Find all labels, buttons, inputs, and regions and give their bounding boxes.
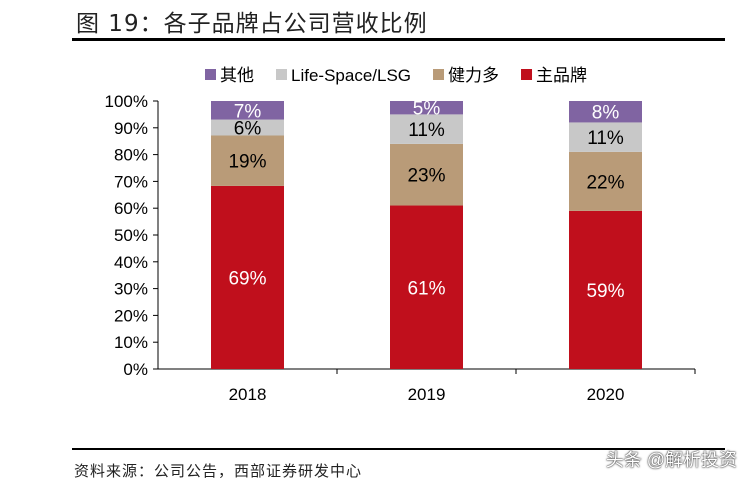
y-tick-label: 80% — [114, 146, 148, 165]
title-rule — [72, 38, 725, 41]
y-tick-label: 20% — [114, 306, 148, 325]
bar-segment — [211, 185, 284, 369]
y-tick-label: 40% — [114, 253, 148, 272]
bar-segment — [569, 210, 642, 369]
y-tick-label: 90% — [114, 119, 148, 138]
bar-segment — [390, 143, 463, 206]
bar-segment — [211, 119, 284, 136]
legend-label: 其他 — [220, 66, 254, 86]
y-tick-label: 70% — [114, 172, 148, 191]
data-label: 23% — [407, 166, 445, 187]
bar-segment — [390, 205, 463, 369]
figure-title: 图 19：各子品牌占公司营收比例 — [76, 11, 428, 37]
bar-segment — [569, 151, 642, 211]
y-tick-label: 50% — [114, 226, 148, 245]
data-label: 19% — [228, 152, 266, 173]
x-tick-label: 2018 — [229, 385, 267, 404]
bar-segment — [390, 101, 463, 115]
bar-segment — [211, 135, 284, 186]
data-label: 69% — [228, 268, 266, 289]
y-tick-label: 100% — [105, 92, 148, 111]
data-label: 7% — [234, 101, 262, 122]
x-tick-label: 2020 — [587, 385, 625, 404]
x-tick-label: 2019 — [408, 385, 446, 404]
data-label: 8% — [592, 103, 620, 124]
legend-swatch — [433, 69, 445, 80]
y-tick-label: 0% — [123, 360, 148, 379]
legend-label: Life-Space/LSG — [291, 66, 411, 85]
legend-label: 健力多 — [448, 66, 499, 86]
bar-segment — [390, 114, 463, 144]
y-tick-label: 60% — [114, 199, 148, 218]
watermark: 头条 @解析投资 — [605, 450, 737, 470]
legend-swatch — [205, 69, 216, 80]
data-label: 5% — [413, 99, 441, 120]
data-label: 6% — [234, 119, 262, 140]
y-tick-label: 10% — [114, 333, 148, 352]
bar-segment — [211, 101, 284, 120]
legend-swatch — [521, 69, 533, 80]
source-rule — [72, 448, 725, 450]
data-label: 11% — [587, 128, 624, 149]
stacked-bar-chart: 0% 10% 20% 30% 40% 50% 60% 70% 80% 90% 100% 69% 19% 6… — [105, 66, 696, 404]
y-tick-label: 30% — [114, 280, 148, 299]
data-label: 11% — [408, 120, 445, 141]
legend-swatch — [276, 69, 287, 80]
data-label: 59% — [586, 281, 624, 302]
bar-segment — [569, 122, 642, 152]
bar-segment — [569, 101, 642, 123]
source-note: 资料来源：公司公告，西部证券研发中心 — [74, 462, 363, 480]
data-label: 61% — [407, 278, 445, 299]
legend-label: 主品牌 — [536, 66, 587, 86]
data-label: 22% — [586, 172, 624, 193]
